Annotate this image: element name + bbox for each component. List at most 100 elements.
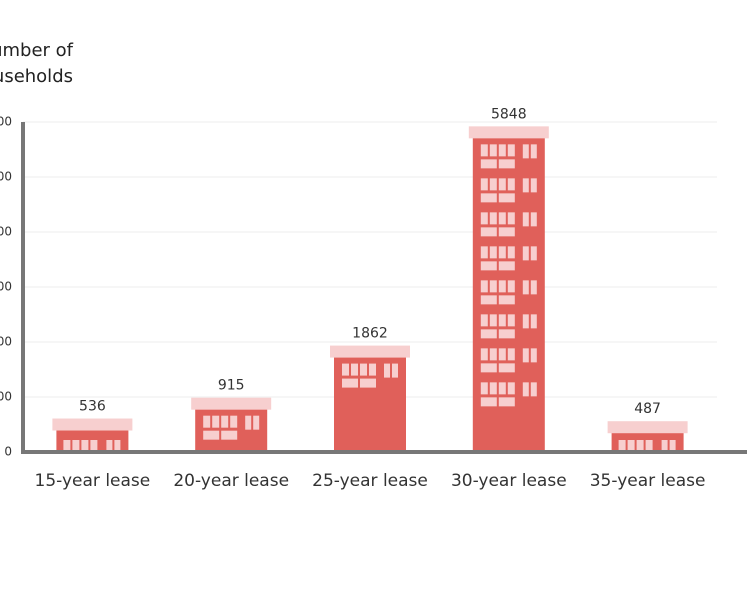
roof — [330, 345, 410, 358]
window — [480, 363, 497, 373]
window — [480, 295, 497, 305]
window — [369, 363, 376, 376]
window — [384, 363, 390, 378]
roof — [468, 126, 549, 139]
window — [90, 440, 98, 450]
window — [498, 159, 515, 169]
window — [530, 280, 537, 295]
window — [72, 440, 80, 450]
window — [489, 144, 497, 157]
window — [203, 415, 211, 428]
window — [498, 280, 506, 293]
y-tick-label: 2000 — [0, 335, 12, 349]
window — [230, 415, 238, 428]
window — [342, 363, 349, 376]
window — [480, 280, 488, 293]
window — [530, 144, 537, 159]
window — [212, 415, 220, 428]
window — [480, 329, 497, 339]
y-tick-label: 6000 — [0, 115, 12, 129]
window — [360, 378, 376, 388]
window — [221, 415, 229, 428]
value-label: 915 — [218, 378, 245, 394]
building — [330, 345, 410, 452]
y-tick-label: 5000 — [0, 170, 12, 184]
window — [507, 212, 515, 225]
y-tick-label: 1000 — [0, 390, 12, 404]
x-tick-label: 35-year lease — [590, 471, 706, 491]
window — [498, 193, 515, 203]
window — [498, 227, 515, 237]
window — [522, 348, 529, 363]
window — [106, 440, 113, 450]
window — [522, 212, 529, 227]
building — [468, 126, 549, 453]
y-tick-label: 3000 — [0, 280, 12, 294]
window — [480, 314, 488, 327]
window — [507, 144, 515, 157]
window — [498, 295, 515, 305]
window — [480, 178, 488, 191]
window — [489, 280, 497, 293]
window — [530, 212, 537, 227]
window — [342, 378, 358, 388]
value-label: 1862 — [352, 326, 388, 342]
window — [480, 144, 488, 157]
window — [480, 261, 497, 271]
window — [498, 329, 515, 339]
window — [81, 440, 89, 450]
roof — [52, 418, 133, 431]
window — [507, 280, 515, 293]
y-tick-label: 0 — [4, 445, 12, 459]
window — [360, 363, 367, 376]
building — [191, 397, 272, 452]
window — [480, 382, 488, 395]
value-label: 487 — [634, 401, 661, 417]
window — [530, 382, 537, 397]
window — [392, 363, 398, 378]
window — [498, 348, 506, 361]
window — [63, 440, 71, 450]
window — [498, 363, 515, 373]
window — [522, 382, 529, 397]
x-tick-label: 20-year lease — [173, 471, 289, 491]
window — [522, 280, 529, 295]
window — [618, 440, 626, 450]
window — [498, 261, 515, 271]
window — [522, 314, 529, 329]
value-label: 536 — [79, 399, 106, 415]
window — [253, 415, 260, 430]
window — [530, 348, 537, 363]
window — [522, 144, 529, 159]
window — [636, 440, 644, 450]
x-tick-label: 30-year lease — [451, 471, 567, 491]
window — [507, 246, 515, 259]
window — [498, 397, 515, 407]
window — [530, 314, 537, 329]
y-axis-label: Number of households — [0, 40, 73, 87]
window — [480, 227, 497, 237]
window — [507, 314, 515, 327]
window — [351, 363, 358, 376]
window — [507, 348, 515, 361]
y-tick-label: 4000 — [0, 225, 12, 239]
window — [489, 348, 497, 361]
window — [498, 144, 506, 157]
window — [489, 314, 497, 327]
roof — [191, 397, 272, 410]
window — [114, 440, 121, 450]
window — [498, 246, 506, 259]
window — [489, 246, 497, 259]
window — [489, 382, 497, 395]
window — [507, 382, 515, 395]
window — [480, 212, 488, 225]
x-tick-label: 25-year lease — [312, 471, 428, 491]
window — [530, 246, 537, 261]
window — [530, 178, 537, 193]
window — [498, 178, 506, 191]
x-tick-label: 15-year lease — [35, 471, 151, 491]
window — [203, 430, 220, 440]
window — [498, 382, 506, 395]
